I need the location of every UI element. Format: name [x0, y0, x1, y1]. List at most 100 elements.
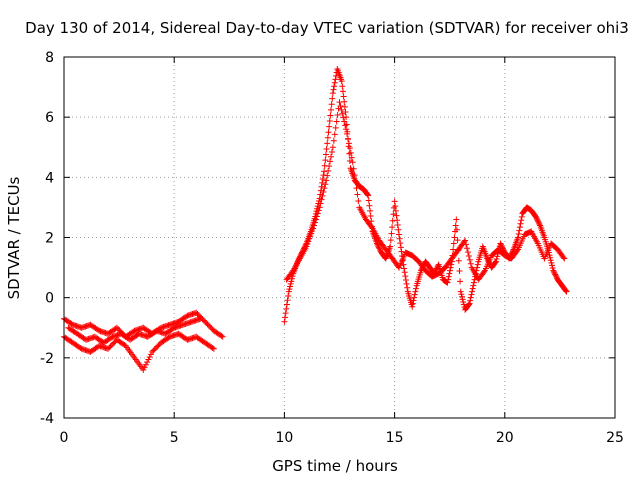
data-point	[348, 154, 355, 161]
data-point	[331, 131, 338, 138]
data-point	[547, 254, 554, 261]
data-point	[165, 334, 172, 341]
data-point	[366, 202, 373, 209]
y-tick-label: 2	[45, 231, 54, 247]
data-point	[346, 158, 353, 165]
data-point	[411, 291, 418, 298]
data-point	[550, 268, 557, 275]
data-point	[328, 101, 335, 108]
data-point	[283, 305, 290, 312]
x-tick-label: 25	[606, 430, 624, 446]
data-point	[345, 135, 352, 142]
data-point	[144, 359, 151, 366]
data-point	[352, 178, 359, 185]
data-point	[350, 165, 357, 172]
grid-lines	[64, 57, 615, 418]
data-point	[130, 328, 137, 335]
data-point	[474, 264, 481, 271]
data-point	[205, 322, 212, 329]
data-point	[327, 153, 334, 160]
data-point	[467, 294, 474, 301]
data-point	[324, 172, 331, 179]
y-tick-label: 4	[45, 170, 54, 186]
data-point	[450, 240, 457, 247]
data-point	[455, 257, 462, 264]
data-point	[325, 167, 332, 174]
data-point	[355, 197, 362, 204]
data-point	[390, 211, 397, 218]
data-point	[392, 203, 399, 210]
data-point	[517, 220, 524, 227]
x-tick-label: 10	[275, 430, 293, 446]
data-point	[398, 248, 405, 255]
data-point	[447, 264, 454, 271]
data-point	[433, 266, 440, 273]
data-point	[288, 278, 295, 285]
data-point	[305, 238, 312, 245]
data-point	[515, 231, 522, 238]
data-point	[320, 188, 327, 195]
data-point	[463, 241, 470, 248]
data-point	[395, 226, 402, 233]
data-point	[518, 213, 525, 220]
data-point	[547, 257, 554, 264]
data-point	[339, 88, 346, 95]
data-point	[454, 237, 461, 244]
data-point	[314, 210, 321, 217]
data-point	[285, 292, 292, 299]
data-point	[95, 326, 102, 333]
data-point	[283, 301, 290, 308]
data-point	[310, 222, 317, 229]
data-point	[329, 144, 336, 151]
data-point	[535, 219, 542, 226]
data-point	[464, 249, 471, 256]
data-point	[498, 243, 505, 250]
data-point	[349, 159, 356, 166]
data-point	[339, 83, 346, 90]
data-point	[494, 253, 501, 260]
data-point	[409, 303, 416, 310]
data-point	[445, 276, 452, 283]
chart-title: Day 130 of 2014, Sidereal Day-to-day VTE…	[25, 19, 629, 37]
data-point	[219, 333, 226, 340]
data-point	[410, 297, 417, 304]
data-point	[183, 313, 190, 320]
y-axis-label: SDTVAR / TECUs	[5, 176, 23, 299]
data-point	[466, 300, 473, 307]
data-point	[307, 233, 314, 240]
data-point	[315, 207, 322, 214]
data-point	[397, 240, 404, 247]
data-point	[142, 361, 149, 368]
data-point	[312, 216, 319, 223]
data-point	[456, 268, 463, 275]
data-point	[388, 230, 395, 237]
data-point	[411, 294, 418, 301]
data-point	[400, 261, 407, 268]
data-points	[61, 66, 570, 373]
data-point	[317, 200, 324, 207]
data-point	[493, 255, 500, 262]
data-point	[492, 259, 499, 266]
data-point	[113, 324, 120, 331]
data-point	[435, 262, 442, 269]
data-point	[470, 282, 477, 289]
data-point	[210, 345, 217, 352]
data-point	[389, 224, 396, 231]
data-point	[121, 341, 128, 348]
data-point	[146, 353, 153, 360]
data-point	[562, 287, 569, 294]
data-point	[287, 280, 294, 287]
data-point	[202, 318, 209, 325]
data-point	[319, 176, 326, 183]
data-point	[207, 323, 214, 330]
data-point	[459, 296, 466, 303]
data-point	[147, 351, 154, 358]
data-point	[342, 122, 349, 129]
data-point	[209, 344, 216, 351]
data-point	[154, 343, 161, 350]
data-point	[413, 285, 420, 292]
data-point	[330, 86, 337, 93]
data-point	[532, 213, 539, 220]
data-point	[346, 145, 353, 152]
